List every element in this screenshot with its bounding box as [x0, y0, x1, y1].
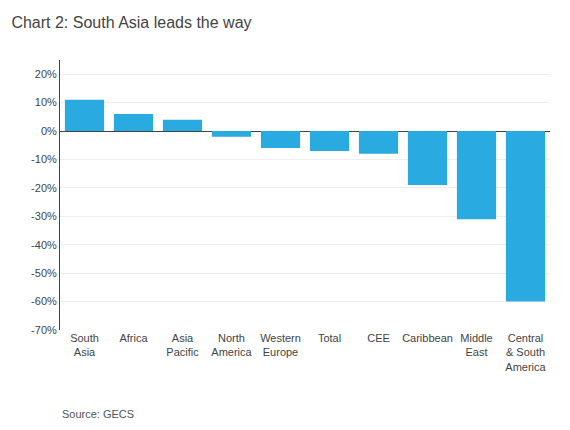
svg-text:Central& SouthAmerica: Central& SouthAmerica: [505, 332, 546, 373]
svg-text:-20%: -20%: [31, 182, 57, 194]
svg-text:20%: 20%: [35, 68, 57, 80]
svg-text:-60%: -60%: [31, 295, 57, 307]
svg-text:0%: 0%: [41, 125, 57, 137]
svg-text:WesternEurope: WesternEurope: [260, 332, 301, 358]
svg-text:Caribbean: Caribbean: [402, 332, 453, 344]
svg-text:-50%: -50%: [31, 267, 57, 279]
svg-text:-70%: -70%: [31, 324, 57, 336]
svg-text:MiddleEast: MiddleEast: [460, 332, 492, 358]
svg-text:NorthAmerica: NorthAmerica: [211, 332, 252, 358]
svg-text:CEE: CEE: [367, 332, 390, 344]
svg-text:-30%: -30%: [31, 210, 57, 222]
svg-text:10%: 10%: [35, 96, 57, 108]
svg-text:-10%: -10%: [31, 153, 57, 165]
svg-text:Africa: Africa: [119, 332, 148, 344]
svg-text:SouthAsia: SouthAsia: [70, 332, 99, 358]
svg-text:Chart 2: South Asia leads the: Chart 2: South Asia leads the way: [11, 14, 251, 31]
svg-text:-40%: -40%: [31, 239, 57, 251]
svg-text:AsiaPacific: AsiaPacific: [166, 332, 199, 358]
svg-text:Total: Total: [318, 332, 341, 344]
svg-text:Source: GECS: Source: GECS: [62, 408, 134, 420]
